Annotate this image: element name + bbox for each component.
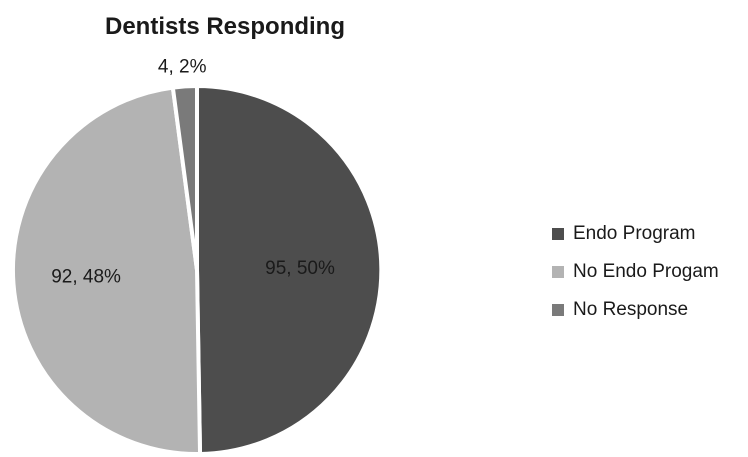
legend-swatch-no-response bbox=[552, 304, 564, 316]
pie-slice-endo-program bbox=[195, 83, 384, 456]
legend-swatch-no-endo-progam bbox=[552, 266, 564, 278]
data-label-no-endo-progam: 92, 48% bbox=[51, 267, 121, 288]
legend-label-endo-program: Endo Program bbox=[573, 223, 696, 244]
legend-label-no-response: No Response bbox=[573, 299, 688, 320]
data-labels: 95, 50% 92, 48% 4, 2% bbox=[51, 56, 335, 287]
legend-label-no-endo-progam: No Endo Progam bbox=[573, 261, 719, 282]
pie-slice-no-response bbox=[170, 84, 199, 272]
legend-swatch-endo-program bbox=[552, 228, 564, 240]
pie-slice-no-endo-progam bbox=[10, 85, 203, 456]
data-label-endo-program: 95, 50% bbox=[265, 258, 335, 279]
data-label-no-response: 4, 2% bbox=[158, 56, 207, 77]
pie-slices bbox=[10, 83, 384, 456]
chart-title: Dentists Responding bbox=[105, 13, 345, 40]
legend: Endo Program No Endo Progam No Response bbox=[552, 223, 719, 320]
